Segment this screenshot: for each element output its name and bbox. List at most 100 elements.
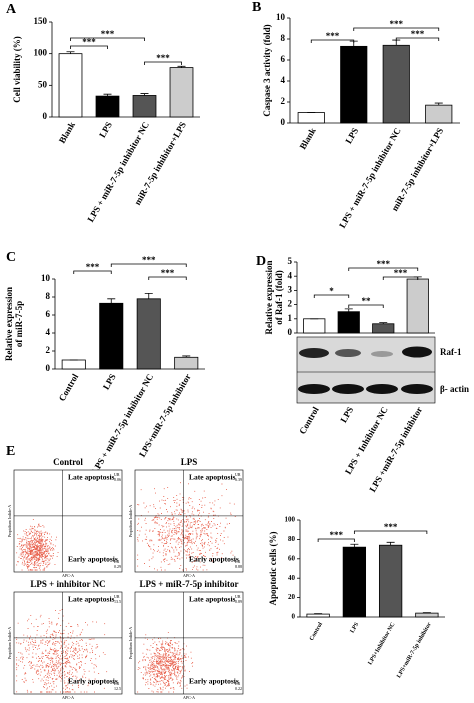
significance-label: ***	[161, 268, 175, 278]
flow-y-label: Propidium Iodide-A	[7, 505, 12, 537]
error-bar	[350, 543, 359, 548]
y-tick-label: 4	[46, 327, 51, 337]
quadrant-id: LR	[235, 681, 240, 686]
flow-events	[16, 609, 108, 693]
quadrant-label: Early apoptosis	[68, 555, 118, 564]
significance-label: ***	[384, 522, 398, 532]
significance-bracket	[144, 61, 182, 65]
significance-label: ***	[394, 268, 408, 278]
bar	[342, 546, 367, 618]
flow-plot-title: Control	[53, 457, 83, 467]
flow-y-label: Propidium Iodide-A	[128, 505, 133, 537]
y-tick-label: 10	[41, 273, 51, 283]
panel-letter: C	[6, 250, 16, 265]
significance-bracket	[70, 37, 145, 41]
significance-label: *	[329, 286, 334, 296]
significance-bracket	[73, 270, 112, 274]
bar	[99, 302, 124, 370]
error-bar	[182, 355, 191, 358]
bar	[297, 112, 325, 124]
flow-plot-frame	[13, 469, 123, 573]
y-tick-label: 50	[38, 79, 48, 89]
y-tick-label: 0	[43, 111, 48, 121]
error-bar	[140, 93, 149, 96]
quadrant-value: 8.88	[235, 564, 242, 569]
y-tick-label: 6	[281, 54, 286, 64]
significance-label: ***	[377, 259, 391, 269]
y-tick-label: 8	[281, 33, 286, 43]
y-tick-label: 2	[281, 96, 286, 106]
x-tick-label: LPS	[338, 405, 355, 424]
significance-bracket	[348, 267, 419, 271]
quadrant-value: 0.06	[114, 477, 121, 482]
y-axis-label: Relative expression	[264, 260, 274, 334]
significance-label: ***	[330, 530, 344, 540]
y-tick-label: 80	[288, 535, 296, 543]
panel-letter: B	[252, 0, 261, 15]
y-tick-label: 0	[288, 327, 293, 337]
significance-bracket	[70, 45, 108, 49]
error-bar	[434, 102, 443, 106]
significance-bracket	[353, 27, 440, 31]
quadrant-label: Late apoptosis	[68, 473, 115, 482]
bar	[425, 104, 453, 124]
bar	[58, 53, 83, 118]
bar	[337, 311, 360, 334]
significance-bracket	[110, 263, 187, 267]
y-tick-label: 60	[288, 554, 296, 562]
quadrant-label: Early apoptosis	[68, 677, 118, 686]
significance-bracket	[313, 294, 350, 298]
quadrant-value: 13.5	[114, 599, 121, 604]
panel-letter: E	[6, 444, 15, 459]
significance-bracket	[148, 276, 187, 280]
x-tick-label: Control	[57, 372, 81, 403]
x-tick-label: LPS + miR-7-5p inhibitor NC	[85, 120, 151, 224]
x-tick-label: LPS	[350, 621, 361, 634]
flow-events	[137, 482, 236, 571]
error-bar	[107, 298, 116, 304]
bar	[378, 544, 403, 618]
quadrant-lines	[135, 592, 243, 694]
significance-label: ***	[86, 262, 100, 272]
flow-x-label: APC-A	[62, 573, 74, 578]
x-tick-label: Control	[309, 621, 324, 642]
quadrant-lines	[135, 470, 243, 572]
quadrant-label: Late apoptosis	[189, 473, 236, 482]
x-tick-label: LPS + miR-7-5p inhibitor NC	[90, 372, 156, 476]
bar	[415, 612, 439, 618]
significance-label: ***	[326, 31, 340, 41]
quadrant-lines	[14, 470, 122, 572]
error-bar	[344, 308, 353, 312]
flow-plot-frame	[134, 591, 244, 695]
y-tick-label: 100	[34, 48, 48, 58]
x-tick-label: LPS+Inhibitor NC	[367, 622, 396, 666]
blot-label: β- actin	[440, 384, 469, 394]
flow-x-label: APC-A	[183, 695, 195, 700]
quadrant-value: 0.29	[114, 564, 121, 569]
y-tick-label: 150	[34, 16, 48, 26]
y-tick-label: 0	[281, 117, 286, 127]
flow-events	[16, 518, 59, 571]
y-tick-label: 4	[288, 270, 293, 280]
y-tick-label: 5	[288, 256, 293, 266]
significance-bracket	[317, 538, 355, 542]
bar	[372, 323, 395, 334]
bar	[169, 67, 194, 118]
x-tick-label: LPS	[97, 120, 114, 139]
y-axis-label: Apoptotic cells (%)	[268, 532, 278, 606]
quadrant-id: LR	[114, 681, 119, 686]
y-tick-label: 2	[288, 299, 293, 309]
y-tick-label: 0	[46, 363, 51, 373]
y-axis-label: of Raf-1 (fold)	[274, 270, 284, 325]
quadrant-value: 0.22	[235, 686, 242, 691]
flow-x-label: APC-A	[62, 695, 74, 700]
x-tick-label: Control	[297, 405, 321, 436]
bar	[406, 278, 429, 334]
flow-x-label: APC-A	[183, 573, 195, 578]
y-tick-label: 1	[288, 313, 293, 323]
x-tick-label: Blank	[57, 120, 77, 145]
bar	[382, 44, 410, 124]
quadrant-id: LR	[114, 559, 119, 564]
significance-bracket	[348, 304, 384, 308]
quadrant-value: 6.39	[235, 477, 242, 482]
